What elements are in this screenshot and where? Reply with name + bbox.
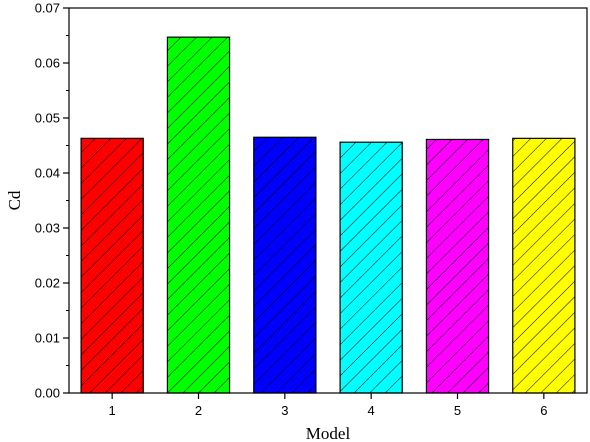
y-axis-title: Cd [5, 190, 24, 210]
bar-model-2 [166, 36, 231, 394]
bar-model-4 [339, 141, 403, 394]
y-axis: 0.00 0.01 0.02 0.03 0.04 0.05 0.06 0.07 [35, 1, 69, 401]
x-tick-label: 4 [368, 403, 375, 418]
bar-model-5 [425, 138, 490, 394]
plot-frame [68, 7, 588, 394]
x-tick-label: 2 [195, 403, 202, 418]
x-tick-label: 6 [540, 403, 547, 418]
bar-model-3 [253, 136, 317, 394]
x-axis: 1 2 3 4 5 6 [109, 393, 547, 418]
x-axis-title: Model [306, 424, 351, 442]
y-tick-label: 0.01 [35, 331, 60, 346]
y-tick-label: 0.06 [35, 56, 60, 71]
y-tick-label: 0.03 [35, 221, 60, 236]
y-tick-label: 0.05 [35, 111, 60, 126]
bars-layer [80, 36, 576, 394]
bar-model-6 [512, 137, 576, 394]
x-tick-label: 5 [454, 403, 461, 418]
x-tick-label: 3 [281, 403, 288, 418]
y-tick-label: 0.04 [35, 166, 60, 181]
y-tick-label: 0.00 [35, 386, 60, 401]
x-tick-label: 1 [109, 403, 116, 418]
y-tick-label: 0.02 [35, 276, 60, 291]
bar-model-1 [80, 137, 144, 394]
y-tick-label: 0.07 [35, 1, 60, 16]
